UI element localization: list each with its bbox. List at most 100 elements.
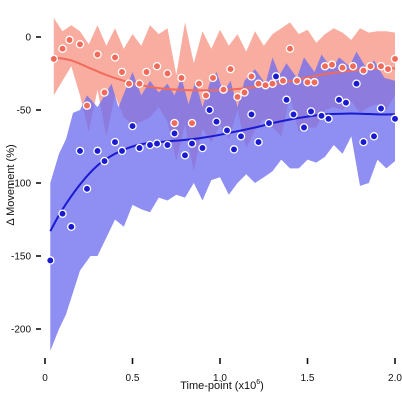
data-point-series-2	[289, 110, 298, 119]
data-point-series-1	[58, 44, 67, 53]
data-point-series-2	[152, 139, 162, 148]
data-point-series-2	[82, 184, 92, 194]
y-tick-label: -150	[11, 252, 31, 263]
data-point-series-2	[271, 72, 281, 81]
data-point-series-2	[247, 110, 256, 119]
data-point-series-2	[282, 95, 291, 105]
y-tick-label: -50	[17, 106, 32, 117]
y-axis-label: Δ Movement (%)	[5, 144, 17, 225]
data-point-series-1	[142, 67, 151, 77]
data-point-series-1	[100, 88, 109, 97]
x-tick-label: 2.0	[388, 373, 402, 384]
data-point-series-2	[341, 98, 351, 107]
data-point-series-2	[187, 139, 197, 148]
data-point-series-1	[177, 73, 186, 83]
data-point-series-2	[254, 137, 263, 147]
x-tick-label: 0.5	[126, 373, 140, 384]
data-point-series-2	[135, 143, 144, 153]
data-point-series-2	[117, 146, 127, 156]
data-point-series-1	[201, 91, 211, 100]
data-point-series-1	[310, 78, 319, 87]
data-point-series-1	[366, 61, 375, 71]
data-point-series-2	[376, 104, 386, 113]
x-axis-label-main: Time-point (x10	[180, 380, 256, 392]
data-point-series-1	[135, 79, 144, 88]
data-point-series-2	[264, 118, 274, 128]
data-point-series-1	[376, 61, 386, 71]
data-point-series-2	[317, 111, 326, 121]
data-point-series-2	[198, 143, 207, 153]
data-point-series-1	[170, 118, 179, 128]
data-point-series-1	[194, 79, 204, 88]
data-point-series-2	[93, 146, 102, 156]
data-point-series-1	[93, 50, 102, 59]
data-point-series-2	[128, 121, 137, 131]
data-point-series-1	[75, 40, 85, 49]
data-point-series-2	[205, 105, 214, 115]
data-point-series-2	[58, 209, 67, 218]
data-point-series-2	[299, 123, 309, 132]
data-point-series-2	[212, 117, 221, 126]
data-point-series-1	[338, 63, 347, 72]
data-point-series-2	[359, 137, 368, 147]
data-point-series-2	[180, 151, 190, 160]
data-point-series-2	[163, 140, 172, 150]
data-point-series-1	[82, 101, 92, 110]
data-point-series-1	[152, 61, 162, 71]
data-point-series-2	[75, 146, 85, 156]
data-point-series-1	[163, 69, 172, 78]
data-point-series-1	[65, 35, 74, 45]
data-point-series-1	[390, 54, 400, 64]
data-point-series-1	[124, 79, 134, 88]
data-point-series-2	[390, 114, 400, 124]
data-point-series-1	[285, 44, 295, 53]
data-point-series-1	[226, 64, 235, 74]
trend-line-series-1	[53, 56, 396, 92]
data-point-series-1	[187, 118, 197, 128]
x-axis-label-exponent: 6	[256, 379, 260, 386]
x-tick-label: 0	[42, 373, 48, 384]
x-tick-label: 1.5	[301, 373, 315, 384]
data-point-series-2	[170, 129, 179, 138]
data-point-series-2	[229, 145, 239, 154]
data-point-series-1	[303, 78, 312, 87]
data-point-series-2	[110, 137, 120, 147]
data-point-series-1	[320, 61, 330, 71]
data-point-series-1	[348, 61, 358, 71]
data-point-series-1	[327, 60, 337, 69]
x-tick-label: 1.0	[213, 373, 227, 384]
data-point-series-1	[233, 92, 242, 102]
data-point-series-2	[222, 126, 232, 135]
data-point-series-2	[324, 114, 333, 124]
data-point-series-1	[110, 53, 120, 62]
y-tick-label: -200	[11, 325, 31, 336]
data-point-series-2	[100, 156, 109, 166]
data-point-series-1	[383, 64, 393, 74]
data-point-series-2	[46, 256, 55, 265]
data-point-series-1	[117, 67, 127, 77]
data-point-series-2	[369, 132, 379, 141]
y-tick-label: -100	[11, 179, 31, 190]
data-point-series-1	[49, 54, 59, 64]
data-point-series-2	[236, 132, 246, 141]
data-point-series-1	[359, 66, 368, 75]
data-point-series-1	[254, 79, 263, 88]
data-point-series-1	[278, 76, 288, 86]
axes: 0 -50 -100 -150 -200 0 0.5 1.0 1.5 2.0	[11, 33, 402, 385]
data-point-series-2	[306, 107, 316, 116]
data-point-series-1	[208, 73, 218, 83]
data-point-series-2	[334, 95, 344, 105]
data-points	[46, 35, 400, 265]
data-point-series-2	[145, 140, 155, 150]
data-point-series-2	[352, 79, 361, 88]
data-point-series-1	[219, 85, 228, 94]
data-point-series-1	[247, 72, 256, 81]
data-point-series-1	[268, 79, 277, 88]
data-point-series-2	[67, 222, 76, 232]
data-point-series-1	[261, 80, 270, 90]
data-point-series-1	[292, 76, 302, 86]
x-axis-label: Time-point (x106)	[180, 379, 264, 392]
x-axis-label-close: )	[260, 380, 264, 392]
